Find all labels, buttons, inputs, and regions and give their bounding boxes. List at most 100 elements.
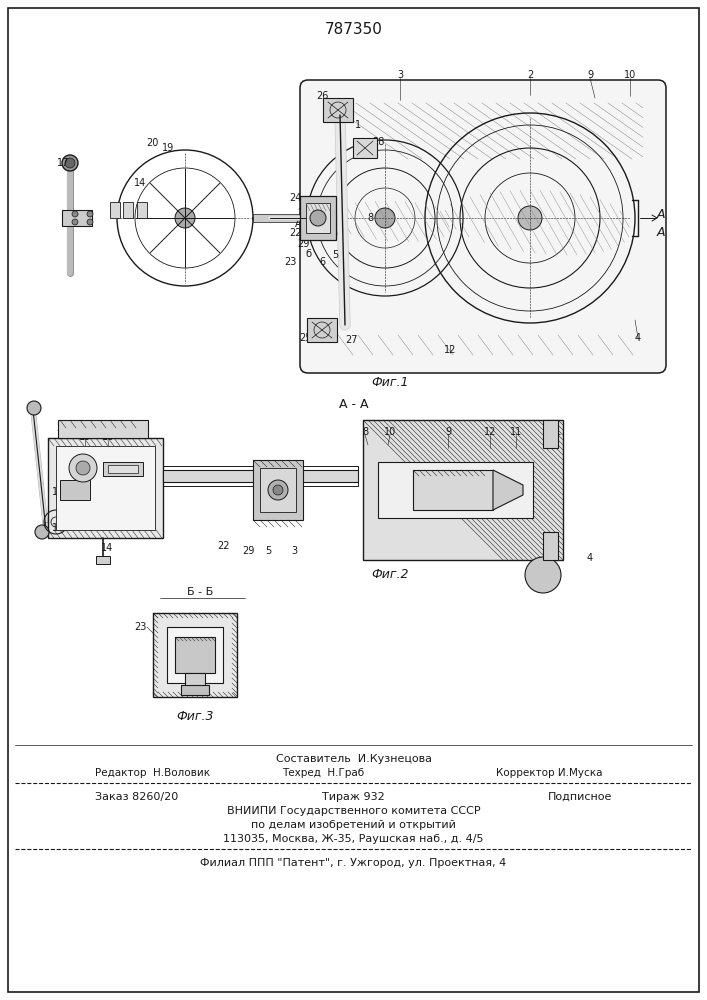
Text: Б - Б: Б - Б — [187, 587, 213, 597]
Text: 14: 14 — [134, 178, 146, 188]
Text: 26: 26 — [316, 91, 328, 101]
Text: 12: 12 — [444, 345, 456, 355]
Bar — [48, 438, 163, 538]
Circle shape — [27, 401, 41, 415]
Text: Фиг.1: Фиг.1 — [371, 375, 409, 388]
Text: 8: 8 — [362, 427, 368, 437]
Text: 22: 22 — [288, 228, 301, 238]
Text: А: А — [295, 219, 301, 229]
Text: 1: 1 — [355, 120, 361, 130]
Bar — [253, 460, 303, 520]
Text: 20: 20 — [56, 423, 68, 433]
Text: 4: 4 — [587, 553, 593, 563]
Bar — [103, 462, 143, 476]
Bar — [175, 637, 215, 673]
Circle shape — [72, 219, 78, 225]
Bar — [323, 98, 353, 122]
Bar — [306, 203, 330, 233]
Text: 2: 2 — [527, 70, 533, 80]
Text: по делам изобретений и открытий: по делам изобретений и открытий — [251, 820, 456, 830]
Text: Подписное: Подписное — [548, 792, 612, 802]
Text: 15: 15 — [52, 523, 64, 533]
Polygon shape — [493, 470, 523, 510]
Text: Тираж 932: Тираж 932 — [322, 792, 385, 802]
Text: Заказ 8260/20: Заказ 8260/20 — [95, 792, 178, 802]
Text: 16: 16 — [52, 487, 64, 497]
Text: 21: 21 — [549, 427, 561, 437]
Text: 3: 3 — [397, 70, 403, 80]
Bar — [110, 202, 120, 218]
Text: 17: 17 — [57, 158, 69, 168]
Bar — [353, 138, 377, 158]
Text: Фиг.2: Фиг.2 — [371, 568, 409, 582]
Text: 8: 8 — [367, 213, 373, 223]
Bar — [378, 462, 533, 518]
Text: 24: 24 — [289, 193, 301, 203]
Text: 19: 19 — [162, 143, 174, 153]
Circle shape — [175, 208, 195, 228]
Text: Техред  Н.Граб: Техред Н.Граб — [282, 768, 365, 778]
Text: 5: 5 — [332, 250, 338, 260]
Bar — [260, 468, 296, 512]
Text: Составитель  И.Кузнецова: Составитель И.Кузнецова — [276, 754, 431, 764]
Bar — [163, 466, 358, 486]
Text: 29: 29 — [297, 239, 309, 249]
Bar — [543, 420, 558, 448]
Text: 6: 6 — [319, 257, 325, 267]
Text: 29: 29 — [242, 546, 255, 556]
Text: 9: 9 — [587, 70, 593, 80]
Bar — [108, 465, 138, 473]
Text: 787350: 787350 — [325, 22, 382, 37]
Circle shape — [65, 158, 75, 168]
Text: 22: 22 — [217, 541, 229, 551]
Text: 18: 18 — [102, 432, 114, 442]
Text: 29: 29 — [297, 208, 309, 218]
Circle shape — [62, 155, 78, 171]
Text: 3: 3 — [291, 546, 297, 556]
Text: Редактор  Н.Воловик: Редактор Н.Воловик — [95, 768, 210, 778]
Bar — [163, 470, 358, 482]
Bar — [56, 446, 155, 530]
Text: 27: 27 — [346, 335, 358, 345]
Text: A: A — [657, 209, 665, 222]
Bar — [62, 210, 92, 226]
Bar — [300, 196, 336, 240]
Circle shape — [69, 454, 97, 482]
Text: А - А: А - А — [339, 398, 368, 412]
Bar — [153, 613, 237, 697]
Bar — [60, 480, 90, 500]
Text: 113035, Москва, Ж-35, Раушская наб., д. 4/5: 113035, Москва, Ж-35, Раушская наб., д. … — [223, 834, 484, 844]
Text: ВНИИПИ Государственного комитета СССР: ВНИИПИ Государственного комитета СССР — [227, 806, 480, 816]
Text: 12: 12 — [484, 427, 496, 437]
Circle shape — [310, 210, 326, 226]
Bar — [253, 214, 307, 222]
Text: Корректор И.Муска: Корректор И.Муска — [496, 768, 602, 778]
Bar — [181, 685, 209, 695]
Text: 9: 9 — [445, 427, 451, 437]
Text: 25: 25 — [299, 333, 311, 343]
Text: 20: 20 — [146, 138, 158, 148]
Bar — [123, 202, 133, 218]
FancyBboxPatch shape — [300, 80, 666, 373]
Circle shape — [35, 525, 49, 539]
Text: 10: 10 — [384, 427, 396, 437]
Circle shape — [72, 211, 78, 217]
Bar — [307, 318, 337, 342]
Text: 5: 5 — [265, 546, 271, 556]
Text: 19: 19 — [79, 432, 91, 442]
Bar — [96, 556, 110, 564]
Text: 10: 10 — [624, 70, 636, 80]
Text: Филиал ППП "Патент", г. Ужгород, ул. Проектная, 4: Филиал ППП "Патент", г. Ужгород, ул. Про… — [200, 858, 507, 868]
Bar — [58, 420, 148, 438]
Circle shape — [525, 557, 561, 593]
Bar — [543, 532, 558, 560]
Text: 23: 23 — [284, 257, 296, 267]
Text: 11: 11 — [510, 427, 522, 437]
Text: 23: 23 — [134, 622, 146, 632]
Circle shape — [375, 208, 395, 228]
Text: Фиг.3: Фиг.3 — [176, 710, 214, 724]
Text: 14: 14 — [101, 543, 113, 553]
Text: 4: 4 — [635, 333, 641, 343]
Bar — [137, 202, 147, 218]
Circle shape — [518, 206, 542, 230]
